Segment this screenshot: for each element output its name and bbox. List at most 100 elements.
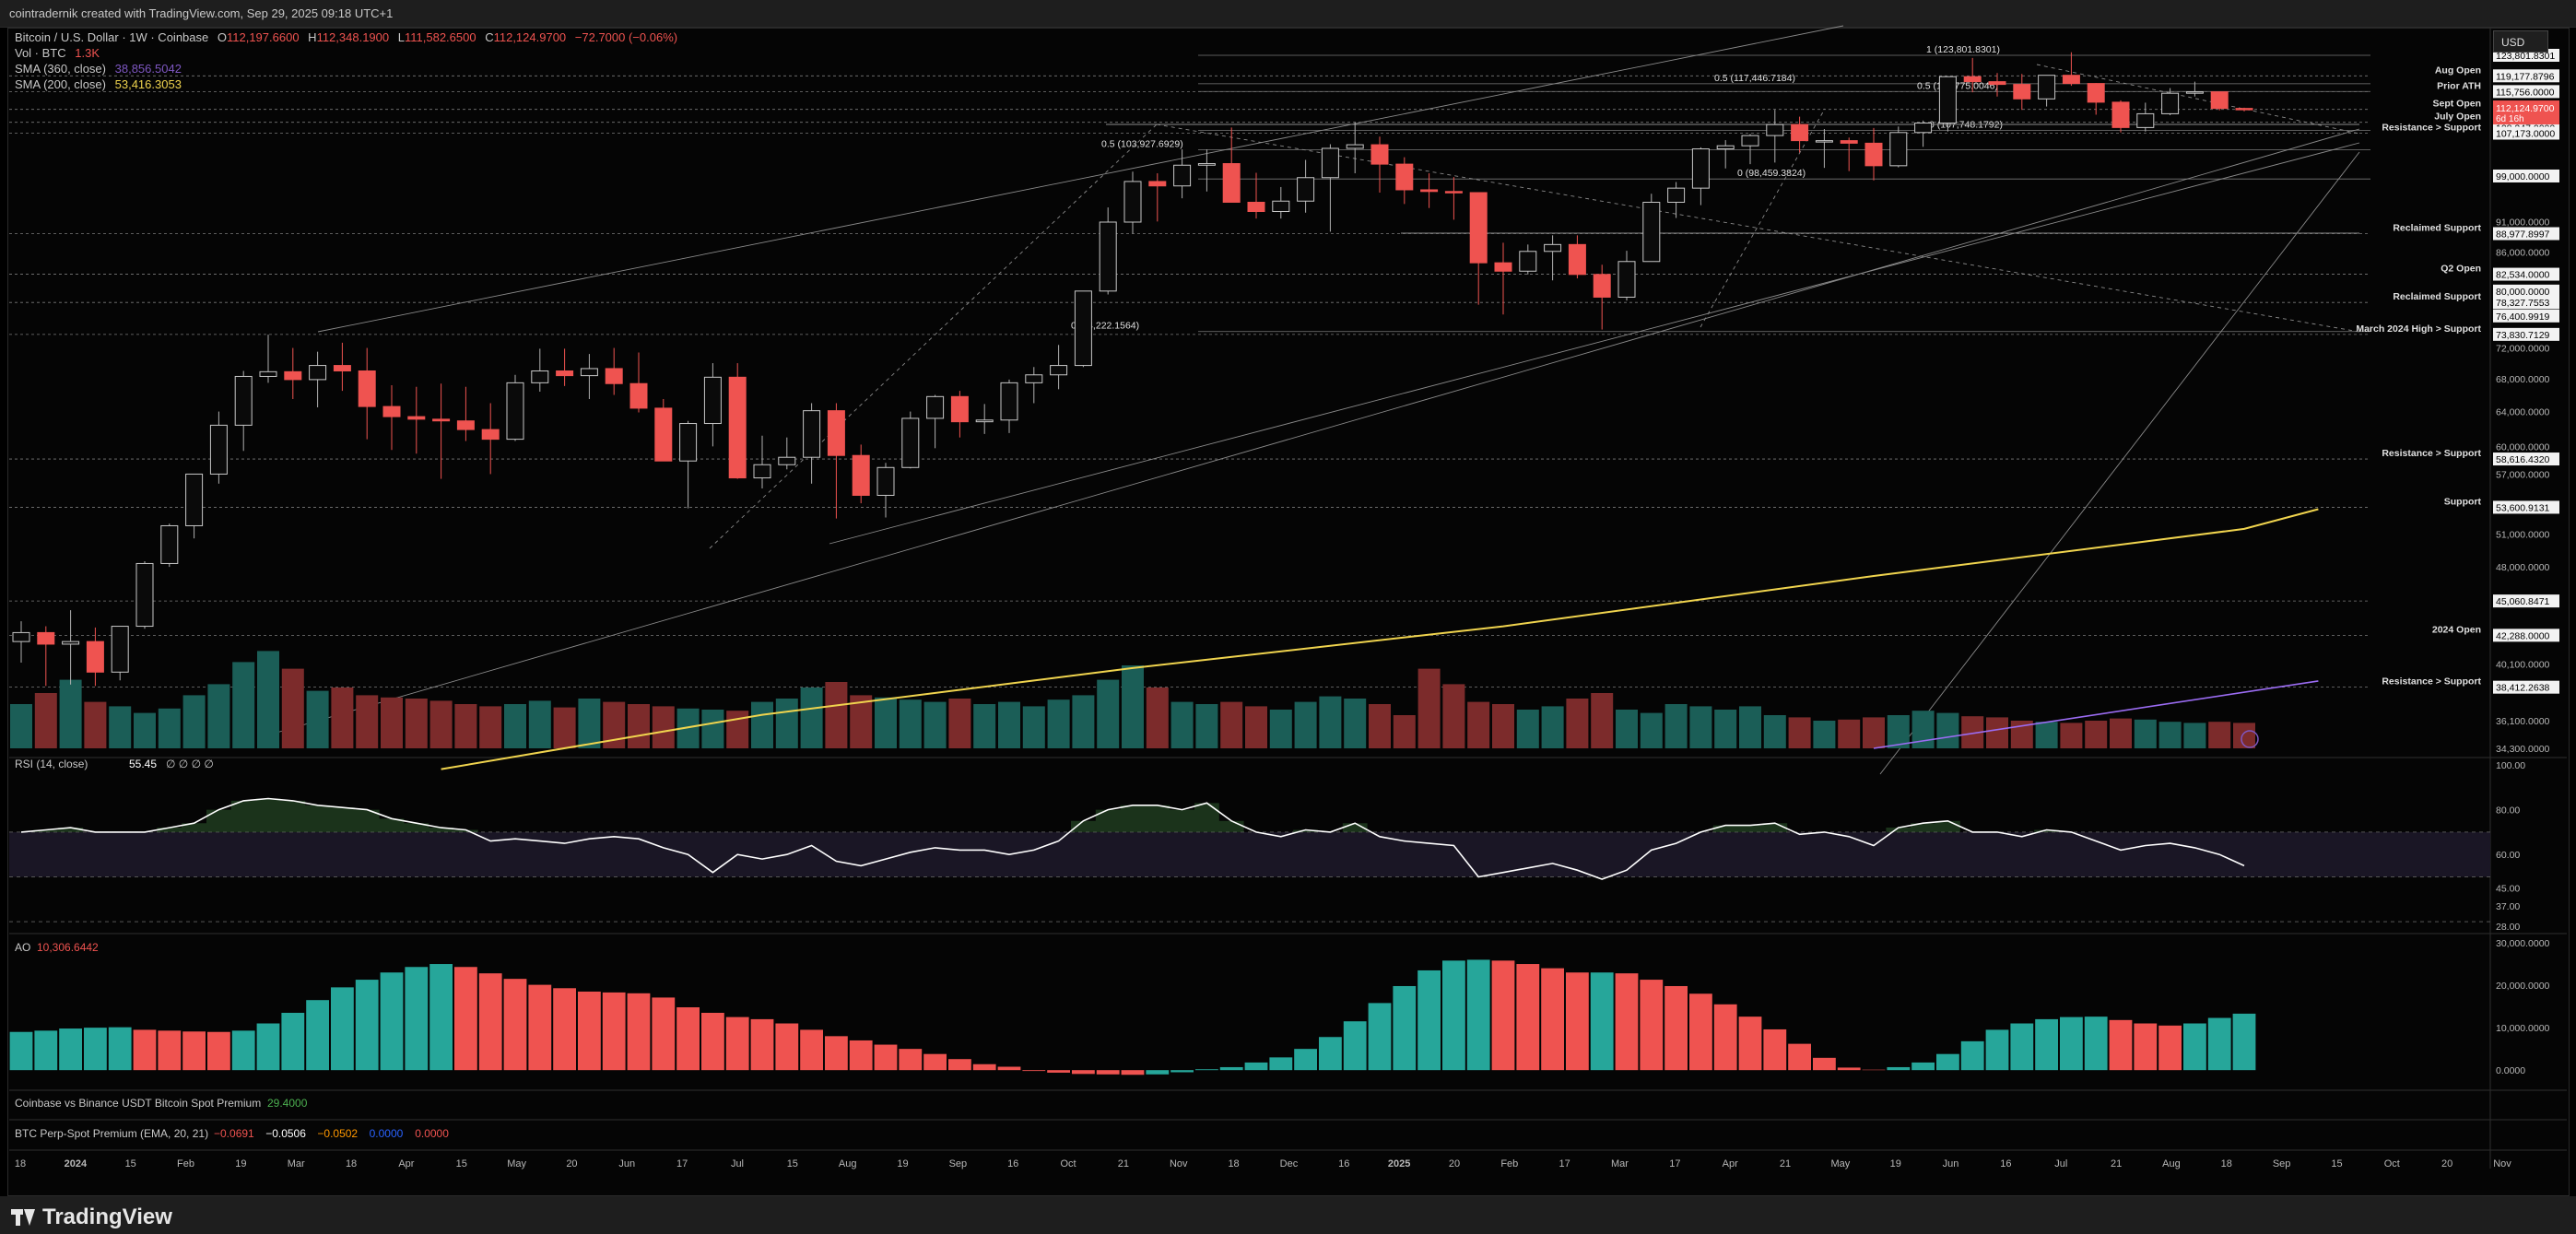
time-axis-label: Sep [2273, 1158, 2291, 1169]
ao-bar [1417, 970, 1441, 1071]
ao-bar [849, 1040, 873, 1071]
volume-bar [504, 704, 526, 748]
change-value: −72.7000 (−0.06%) [574, 30, 678, 44]
time-axis-label: Aug [2162, 1158, 2181, 1169]
ao-bar [182, 1031, 206, 1071]
volume-bar [1146, 688, 1169, 748]
candle-body [2087, 83, 2105, 103]
ao-bar [725, 1017, 749, 1071]
volume-bar [726, 711, 749, 748]
ao-bar [1121, 1070, 1145, 1075]
sma200-legend: SMA (200, close) 53,416.3053 [15, 77, 182, 91]
volume-bar [923, 701, 947, 748]
candle-body [654, 407, 673, 462]
volume-bar [429, 700, 453, 748]
candle-body [234, 375, 253, 426]
time-axis-label: 16 [2000, 1158, 2011, 1169]
ao-bar [1615, 973, 1639, 1071]
time-axis-label: 17 [1559, 1158, 1570, 1169]
price-scale-label: 76,400.9919 [2496, 311, 2550, 323]
candle-body [432, 418, 451, 422]
ao-bar [405, 967, 429, 1071]
volume-bar [1541, 706, 1564, 748]
price-scale-label: 88,977.8997 [2496, 229, 2550, 241]
candle-body [876, 466, 895, 496]
volume-bar [1195, 704, 1218, 748]
time-axis-label: 18 [2221, 1158, 2232, 1169]
volume-bar [331, 688, 354, 748]
ao-axis-label: 0.0000 [2496, 1065, 2525, 1076]
perp-value: 0.0000 [370, 1127, 404, 1140]
volume-bar [1616, 710, 1638, 748]
candle-body [753, 464, 771, 479]
volume-bar [875, 697, 897, 748]
volume-bar [1467, 701, 1490, 748]
time-axis-label: 21 [1780, 1158, 1791, 1169]
volume-bar [2158, 722, 2182, 748]
candle-body [2136, 112, 2155, 128]
price-tag-bg [2493, 296, 2559, 310]
candle-body [926, 395, 945, 419]
volume-bar [1442, 684, 1465, 748]
volume-bar [134, 712, 156, 748]
level-label: July Open [2434, 112, 2481, 123]
ao-bar [231, 1030, 255, 1071]
ao-bar [1738, 1017, 1762, 1071]
volume-bar [1220, 701, 1243, 748]
candle-body [1321, 147, 1339, 179]
ao-bar [825, 1036, 848, 1071]
volume-bar [1097, 679, 1120, 748]
ao-bar [355, 980, 379, 1071]
volume-bar [34, 693, 57, 748]
candle-body [37, 631, 55, 645]
volume-bar [381, 697, 403, 748]
candle-body [1815, 140, 1833, 143]
volume-bar [800, 688, 823, 748]
level-label: Reclaimed Support [2393, 291, 2481, 302]
price-scale-label: 58,616.4320 [2496, 454, 2550, 465]
ao-bar [1713, 1004, 1737, 1071]
sma200-value: 53,416.3053 [114, 77, 182, 91]
ao-bar [528, 984, 552, 1071]
level-label: 2024 Open [2432, 624, 2481, 635]
fib-diagonal-4 [2036, 64, 2360, 135]
ao-bar [478, 973, 502, 1071]
price-scale-label: 34,300.0000 [2496, 744, 2550, 755]
candle-body [679, 423, 698, 462]
candle-body [209, 424, 228, 475]
candle-body [1766, 123, 1784, 136]
rsi-axis-label: 37.00 [2496, 901, 2520, 912]
ao-bar [84, 1028, 107, 1071]
ao-bar [602, 992, 626, 1071]
volume-bar [1492, 704, 1514, 748]
time-axis-label: Feb [1500, 1158, 1518, 1169]
rsi-overbought-fill [33, 798, 2060, 832]
ao-bar [281, 1013, 305, 1071]
current-price-tag: 112,124.9700 [2496, 103, 2555, 114]
volume-bar [405, 699, 428, 748]
level-label: Reclaimed Support [2393, 223, 2481, 234]
price-tag-bg [2493, 69, 2559, 83]
level-label: 0.5 (115,775.0046) [1917, 80, 1998, 91]
ao-axis-label: 30,000.0000 [2496, 938, 2550, 949]
price-scale-label: 51,000.0000 [2496, 530, 2550, 541]
candle-body [358, 370, 376, 407]
price-scale-label: 40,100.0000 [2496, 659, 2550, 670]
rsi-axis-label: 60.00 [2496, 850, 2520, 861]
price-scale-label: 38,412.2638 [2496, 683, 2550, 694]
ao-bar [1393, 985, 1417, 1071]
candle-body [1938, 76, 1957, 124]
time-axis-label: Jul [2054, 1158, 2067, 1169]
time-axis-label: 21 [1118, 1158, 1129, 1169]
price-tag-bg [2493, 680, 2559, 694]
candle-body [1000, 382, 1018, 421]
ao-bar [627, 993, 651, 1071]
volume-bar [2134, 719, 2157, 748]
candle-body [62, 641, 80, 645]
currency-button[interactable]: USD [2493, 30, 2548, 53]
rsi-axis-label: 45.00 [2496, 884, 2520, 895]
price-scale-label: 119,177.8796 [2496, 71, 2555, 82]
ao-bar [331, 987, 354, 1071]
ao-bar [1146, 1070, 1170, 1075]
